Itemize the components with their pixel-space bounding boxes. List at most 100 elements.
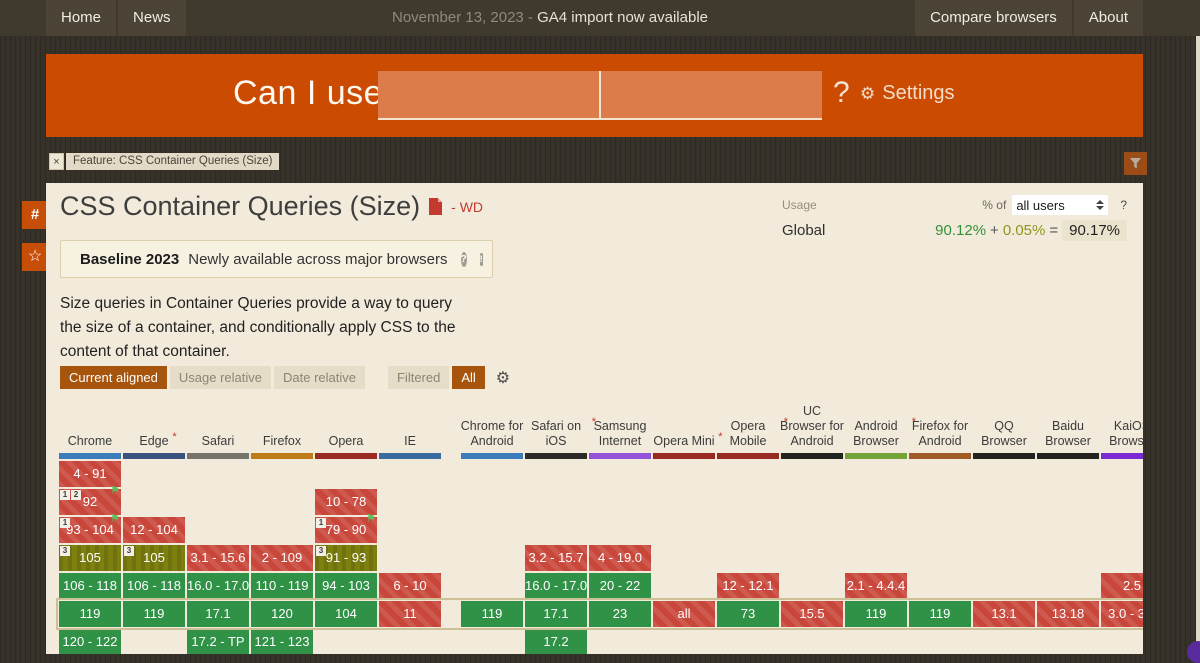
permalink-hash-button[interactable]: #: [22, 201, 48, 229]
site-header: Can I use ? ⚙ Settings: [46, 54, 1143, 137]
spec-status[interactable]: - WD: [451, 198, 484, 215]
support-cell-version: 23: [612, 606, 628, 621]
support-cell-version: 120 - 122: [62, 634, 118, 649]
browser-header-label: Firefox: [262, 434, 302, 448]
control-all[interactable]: All: [452, 366, 485, 389]
support-cell-opera[interactable]: 10 - 78: [315, 489, 377, 515]
browser-header-ie: IE: [378, 393, 442, 453]
support-cell-chrome[interactable]: 106 - 118: [59, 573, 121, 599]
percent-of-label: % of: [982, 198, 1007, 212]
control-usage-relative[interactable]: Usage relative: [169, 366, 271, 389]
site-logo[interactable]: Can I use: [233, 74, 384, 112]
control-current-aligned[interactable]: Current aligned: [60, 366, 167, 389]
support-cell-safari-on-ios[interactable]: 17.1: [525, 601, 587, 627]
support-cell-edge[interactable]: 12 - 104: [123, 517, 185, 543]
support-cell-samsung-internet[interactable]: 23: [589, 601, 651, 627]
support-cell-version: 17.2 - TP: [191, 634, 245, 649]
flag-icon: ⚑: [110, 513, 120, 525]
usage-label: Usage: [782, 198, 817, 212]
support-cell-safari[interactable]: 16.0 - 17.0: [187, 573, 249, 599]
browser-note-asterisk: *: [911, 416, 916, 428]
browser-header-label: Chrome for Android: [460, 419, 524, 448]
support-cell-safari-on-ios[interactable]: 3.2 - 15.7: [525, 545, 587, 571]
table-settings-gear-icon[interactable]: ⚙: [495, 369, 511, 387]
usage-supported-value: 90.12%: [935, 222, 987, 239]
percent-of-select[interactable]: all users: [1012, 195, 1109, 215]
browser-brand-bar-chrome-for-android: [461, 453, 523, 459]
support-cell-edge[interactable]: 106 - 118: [123, 573, 185, 599]
support-cell-ie[interactable]: 11: [379, 601, 441, 627]
baseline-feedback-icon[interactable]: !: [479, 252, 483, 266]
support-cell-qq-browser[interactable]: 13.1: [973, 601, 1035, 627]
support-cell-chrome[interactable]: 93 - 104 1 ⚑: [59, 513, 121, 543]
filter-button[interactable]: [1124, 152, 1147, 175]
support-cell-firefox-for-android[interactable]: 119: [909, 601, 971, 627]
support-cell-opera[interactable]: 79 - 90 1 ⚑: [315, 514, 377, 543]
feature-tag-close-button[interactable]: ×: [49, 153, 64, 170]
control-filtered[interactable]: Filtered: [387, 366, 450, 389]
support-cell-version: 16.0 - 17.0: [525, 578, 588, 593]
header-question-mark[interactable]: ?: [833, 76, 850, 109]
support-cell-version: 4 - 91: [73, 466, 107, 481]
browser-header-label: Firefox for Android: [911, 419, 969, 448]
support-cell-firefox[interactable]: 121 - 123: [251, 629, 313, 654]
page-scrollbar[interactable]: [1196, 36, 1200, 654]
support-cell-chrome[interactable]: 120 - 122: [59, 629, 121, 654]
support-cell-kaios-browser[interactable]: 2.5: [1101, 573, 1143, 599]
browser-brand-bar-firefox: [251, 453, 313, 459]
support-cell-firefox[interactable]: 120: [251, 601, 313, 627]
browser-header-label: Baidu Browser: [1045, 419, 1091, 448]
support-cell-opera-mini[interactable]: all: [653, 601, 715, 627]
usage-total-value: 90.17%: [1062, 220, 1127, 241]
support-cell-opera-mobile[interactable]: 73: [717, 601, 779, 627]
support-cell-baidu-browser[interactable]: 13.18: [1037, 601, 1099, 627]
support-cell-chrome[interactable]: 92 1 2 ⚑: [59, 486, 121, 515]
nav-compare-browsers[interactable]: Compare browsers: [915, 0, 1072, 36]
feature-description: Size queries in Container Queries provid…: [60, 295, 456, 360]
support-cell-chrome-for-android[interactable]: 119: [461, 601, 523, 627]
support-cell-version: 79 - 90: [325, 522, 367, 537]
support-cell-chrome[interactable]: 119: [59, 601, 121, 627]
settings-button[interactable]: ⚙ Settings: [860, 82, 955, 105]
baseline-help-icon[interactable]: ?: [460, 251, 467, 267]
support-cell-version: all: [677, 606, 691, 621]
support-cell-version: 119: [143, 606, 165, 621]
support-cell-android-browser[interactable]: 2.1 - 4.4.4: [845, 573, 907, 599]
support-cell-uc-browser-for-android[interactable]: 15.5: [781, 601, 843, 627]
support-cell-version: 119: [929, 606, 951, 621]
support-cell-version: 119: [481, 606, 503, 621]
support-cell-safari-on-ios[interactable]: 17.2: [525, 629, 587, 654]
support-cell-safari[interactable]: 17.1: [187, 601, 249, 627]
support-cell-firefox[interactable]: 110 - 119: [251, 573, 313, 599]
support-cell-android-browser[interactable]: 119: [845, 601, 907, 627]
support-cell-version: 12 - 104: [130, 522, 178, 537]
nav-news[interactable]: News: [118, 0, 186, 36]
support-cell-firefox[interactable]: 2 - 109: [251, 545, 313, 571]
support-cell-opera[interactable]: 91 - 93 3: [315, 545, 377, 571]
support-cell-chrome[interactable]: 4 - 91: [59, 461, 121, 487]
support-cell-opera-mobile[interactable]: 12 - 12.1: [717, 573, 779, 599]
support-cell-safari[interactable]: 17.2 - TP: [187, 629, 249, 654]
support-cell-opera[interactable]: 104: [315, 601, 377, 627]
support-cell-edge[interactable]: 105 3: [123, 545, 185, 571]
nav-about[interactable]: About: [1073, 0, 1143, 36]
support-cell-safari-on-ios[interactable]: 16.0 - 17.0: [525, 573, 587, 599]
search-input-primary[interactable]: [378, 71, 599, 118]
usage-help-icon[interactable]: ?: [1120, 198, 1127, 212]
support-cell-kaios-browser[interactable]: 3.0 - 3.1: [1101, 601, 1143, 627]
support-cell-samsung-internet[interactable]: 20 - 22: [589, 573, 651, 599]
support-cell-samsung-internet[interactable]: 4 - 19.0: [589, 545, 651, 571]
spec-document-icon[interactable]: [429, 198, 443, 215]
news-ticker-link[interactable]: November 13, 2023 - GA4 import now avail…: [0, 0, 1100, 36]
support-cell-edge[interactable]: 119: [123, 601, 185, 627]
support-cell-safari[interactable]: 3.1 - 15.6: [187, 545, 249, 571]
cell-note-numbers: 3: [124, 546, 134, 556]
favorite-star-button[interactable]: ☆: [22, 243, 48, 271]
nav-home[interactable]: Home: [46, 0, 117, 36]
search-input-secondary[interactable]: [601, 71, 822, 118]
floating-widget-corner[interactable]: [1187, 641, 1200, 663]
control-date-relative[interactable]: Date relative: [274, 366, 365, 389]
support-cell-chrome[interactable]: 105 3: [59, 545, 121, 571]
support-cell-ie[interactable]: 6 - 10: [379, 573, 441, 599]
support-cell-opera[interactable]: 94 - 103: [315, 573, 377, 599]
